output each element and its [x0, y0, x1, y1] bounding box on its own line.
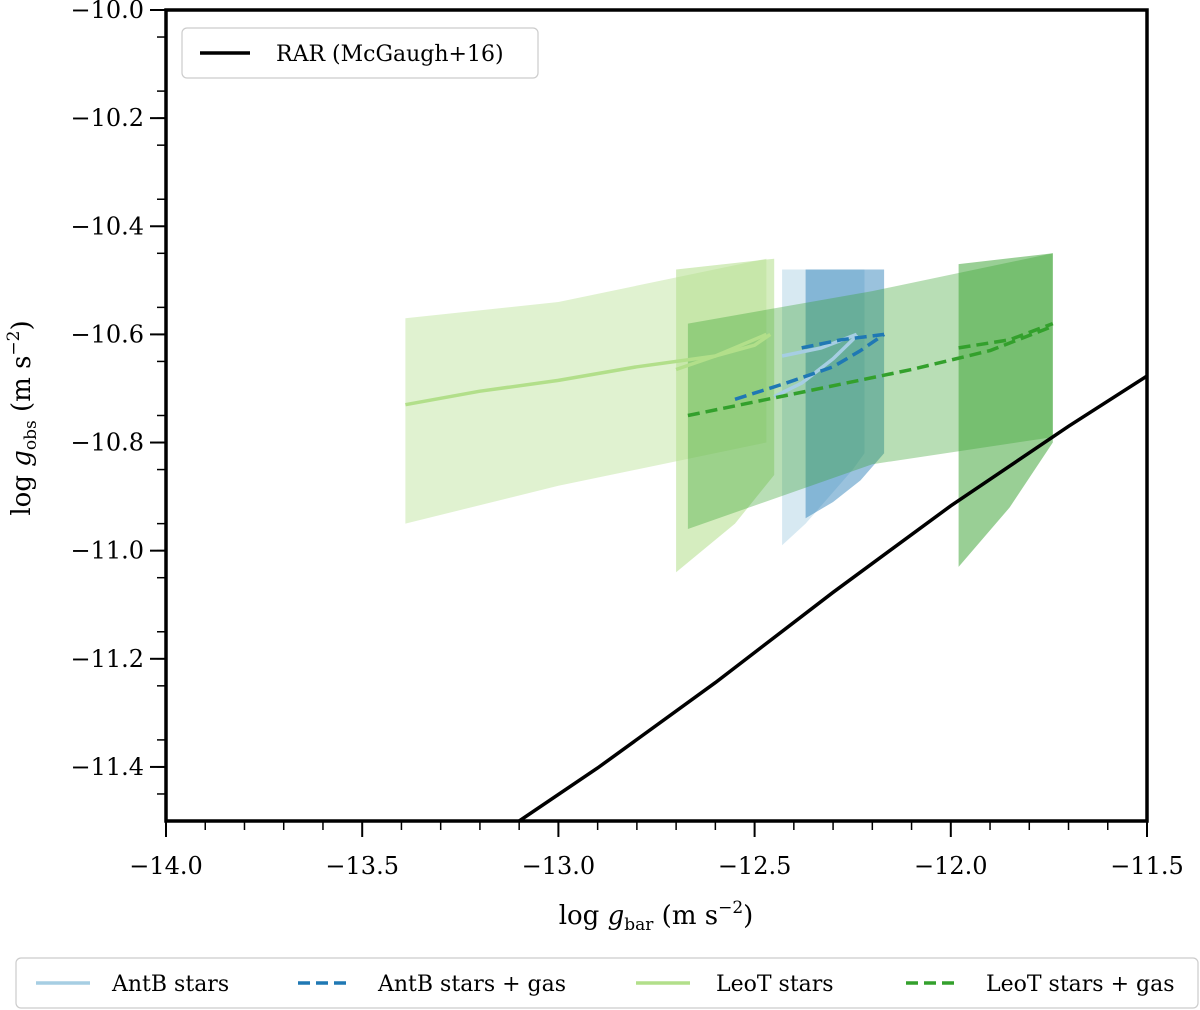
- leot-stars-plus-gas-line-1: [687, 324, 1054, 418]
- bands-layer: [405, 253, 1053, 573]
- legend-below-box: [15, 957, 1199, 1009]
- legend-leot-stars-label: LeoT stars: [716, 972, 834, 997]
- leot-stars-plus-gas-band-2: [958, 253, 1053, 567]
- y-tick-label: −10.8: [70, 429, 144, 457]
- antb-stars-line-1: [773, 333, 859, 399]
- legend-leot-gas-label: LeoT stars + gas: [986, 972, 1175, 997]
- y-tick-label: −11.2: [70, 645, 144, 673]
- x-tick-label: −13.0: [522, 852, 596, 880]
- x-axis-label: log gbar (m s−2): [559, 898, 754, 935]
- x-tick-label: −13.5: [325, 852, 399, 880]
- y-tick-label: −11.4: [70, 753, 144, 781]
- legend-antb-gas-label: AntB stars + gas: [377, 972, 566, 997]
- ticks-layer: −14.0 −13.5 −13.0 −12.5 −12.0 −11.5 −10.0 −10.2…: [70, 0, 1183, 880]
- legend-rar-label: RAR (McGaugh+16): [276, 42, 504, 67]
- rar-line: [518, 374, 1147, 821]
- leot-stars-band-2: [676, 258, 775, 573]
- legend-inner-box: [181, 27, 539, 79]
- x-tick-label: −12.5: [718, 852, 792, 880]
- y-tick-label: −10.4: [70, 212, 144, 240]
- y-tick-label: −10.0: [70, 0, 144, 24]
- antb-stars-plus-gas-band-1: [805, 269, 885, 519]
- y-tick-label: −11.0: [70, 537, 144, 565]
- y-tick-label: −10.2: [70, 104, 144, 132]
- legend-inner: RAR (McGaugh+16): [181, 27, 539, 79]
- legend-below: AntB stars AntB stars + gas LeoT stars L…: [15, 957, 1199, 1009]
- y-axis-label: log gobs (m s−2): [4, 320, 41, 515]
- lines-layer: [405, 321, 1147, 821]
- leot-stars-line-2: [675, 332, 772, 372]
- legend-antb-stars-label: AntB stars: [111, 972, 229, 997]
- leot-stars-plus-gas-line-2: [958, 321, 1054, 350]
- y-tick-label: −10.6: [70, 320, 144, 348]
- x-tick-label: −12.0: [914, 852, 988, 880]
- antb-stars-plus-gas-line-1: [734, 332, 886, 401]
- antb-stars-plus-gas-line-2: [801, 332, 885, 350]
- x-tick-label: −11.5: [1110, 852, 1184, 880]
- x-tick-label: −14.0: [129, 852, 203, 880]
